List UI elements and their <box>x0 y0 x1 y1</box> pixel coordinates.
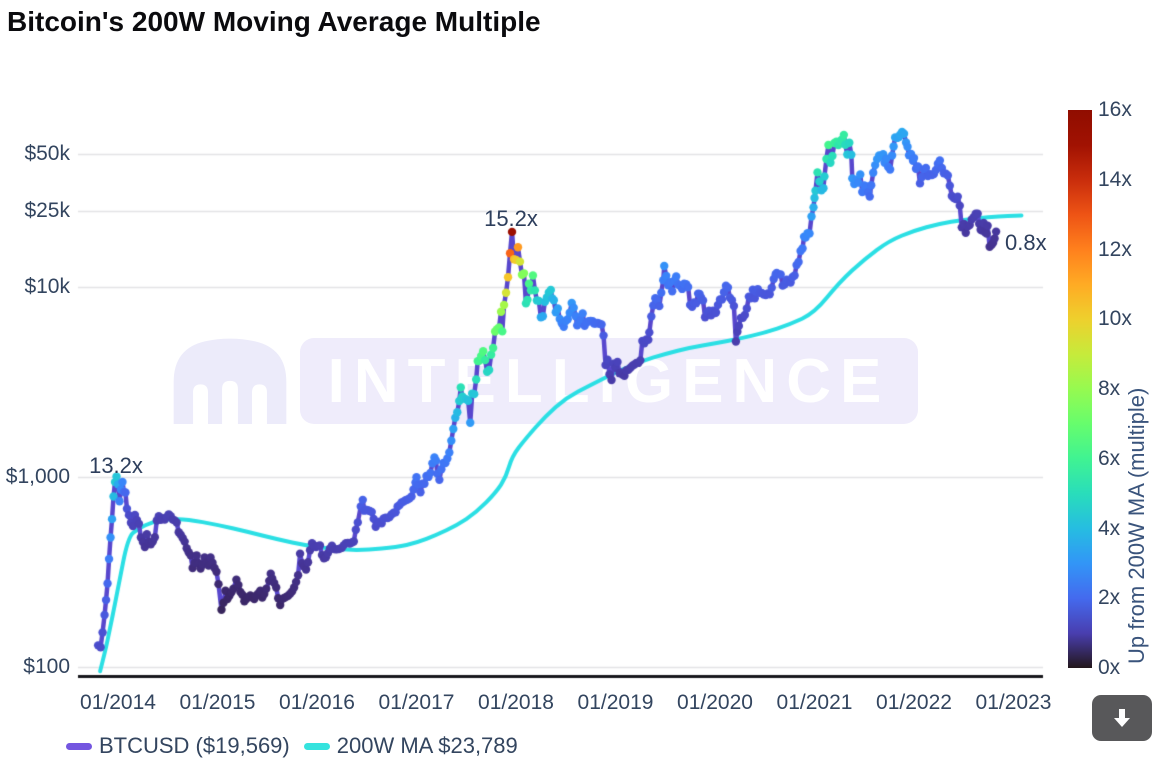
legend: BTCUSD ($19,569) 200W MA $23,789 <box>66 733 518 759</box>
download-button[interactable] <box>1092 695 1152 741</box>
legend-swatch-icon <box>303 742 330 750</box>
legend-swatch-icon <box>66 742 92 750</box>
legend-item: BTCUSD ($19,569) <box>66 733 290 759</box>
download-icon <box>1114 709 1130 727</box>
legend-label: BTCUSD ($19,569) <box>99 733 290 758</box>
legend-label: 200W MA $23,789 <box>336 733 518 758</box>
legend-item: 200W MA $23,789 <box>303 733 518 759</box>
